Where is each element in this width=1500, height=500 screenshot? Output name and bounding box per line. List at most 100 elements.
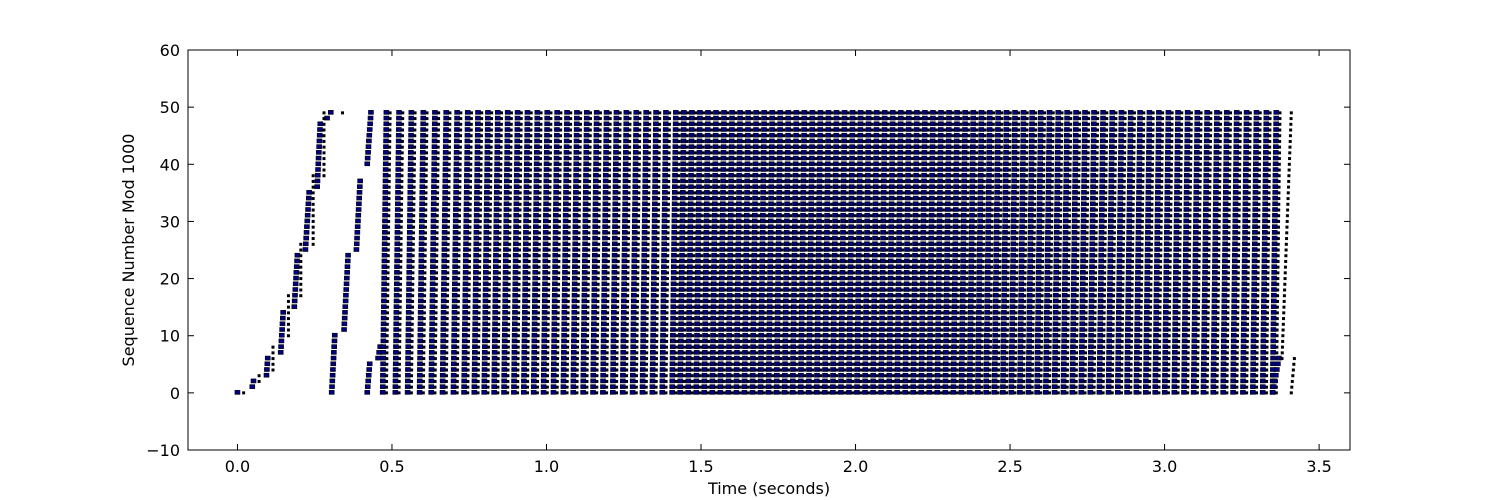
ack-point <box>740 225 744 229</box>
ack-point <box>536 317 540 321</box>
ack-point <box>682 351 686 355</box>
data-point <box>775 270 781 275</box>
data-point <box>745 121 751 127</box>
ack-point <box>682 368 686 372</box>
ack-point <box>568 185 572 189</box>
data-point <box>710 310 717 315</box>
data-point <box>695 201 702 207</box>
data-point <box>758 350 764 355</box>
data-point <box>543 161 550 167</box>
ack-point <box>445 322 449 326</box>
data-point <box>407 161 414 167</box>
data-point <box>472 287 479 292</box>
data-point <box>602 212 609 218</box>
data-point <box>671 235 677 241</box>
data-point <box>632 190 639 195</box>
data-point <box>521 321 528 327</box>
data-point <box>393 332 399 338</box>
data-point <box>750 321 757 327</box>
data-point <box>662 184 668 189</box>
data-point <box>824 178 831 184</box>
data-point <box>622 207 628 212</box>
data-point <box>612 184 619 189</box>
data-point <box>760 190 766 195</box>
data-point <box>561 287 568 292</box>
ack-point <box>732 254 736 258</box>
ack-point <box>434 299 438 303</box>
data-point <box>552 224 559 229</box>
data-point <box>533 195 540 201</box>
data-point <box>806 350 813 355</box>
ack-point <box>683 288 687 292</box>
data-point <box>641 247 648 252</box>
ack-point <box>479 202 483 206</box>
ack-point <box>606 254 610 258</box>
ack-point <box>749 162 753 166</box>
data-point <box>464 144 471 149</box>
data-point <box>523 167 530 172</box>
ack-point <box>717 145 721 149</box>
ack-point <box>410 322 414 326</box>
data-point <box>365 378 372 384</box>
data-point <box>493 247 499 252</box>
data-point <box>440 315 447 321</box>
ack-point <box>567 254 571 258</box>
ack-point <box>803 339 807 343</box>
ack-point <box>498 214 502 218</box>
data-point <box>809 155 815 161</box>
ack-point <box>637 162 641 166</box>
data-point <box>769 121 775 127</box>
data-point <box>767 264 774 269</box>
ack-point <box>666 248 670 252</box>
data-point <box>662 178 668 184</box>
data-point <box>417 338 424 344</box>
data-point <box>552 247 559 252</box>
data-point <box>582 235 588 241</box>
ack-point <box>546 368 550 372</box>
data-point <box>760 172 767 178</box>
ack-point <box>819 357 823 361</box>
ack-point <box>606 265 610 269</box>
data-point <box>652 167 659 172</box>
ack-point <box>598 128 602 132</box>
data-point <box>452 275 458 281</box>
ack-point <box>702 111 706 115</box>
ack-point <box>762 374 766 378</box>
ack-point <box>478 208 482 212</box>
ack-point <box>578 197 582 201</box>
ack-point <box>385 334 389 338</box>
data-point <box>354 230 361 235</box>
ack-point <box>757 191 761 195</box>
data-point <box>610 355 617 361</box>
data-point <box>492 304 499 309</box>
data-point <box>417 350 423 355</box>
ack-point <box>741 197 745 201</box>
data-point <box>612 178 619 184</box>
ack-point <box>458 145 462 149</box>
data-point <box>824 172 831 178</box>
ack-point <box>715 328 719 332</box>
data-point <box>474 144 481 149</box>
ack-point <box>699 299 703 303</box>
ack-point <box>299 288 303 292</box>
data-point <box>551 304 558 309</box>
ack-point <box>597 219 601 223</box>
ack-point <box>683 277 687 281</box>
data-point <box>580 384 586 389</box>
ack-point <box>458 168 462 172</box>
ack-point <box>286 305 290 309</box>
data-point <box>407 184 414 189</box>
data-point <box>670 270 677 275</box>
ack-point <box>458 197 462 201</box>
data-point <box>650 350 656 355</box>
data-point <box>484 121 491 127</box>
data-point <box>704 150 711 155</box>
ack-point <box>387 214 391 218</box>
ack-point <box>422 345 426 349</box>
ack-point <box>691 294 695 298</box>
data-point <box>784 201 790 207</box>
ack-point <box>771 328 775 332</box>
ack-point <box>576 339 580 343</box>
data-point <box>523 172 530 178</box>
ack-point <box>708 237 712 241</box>
